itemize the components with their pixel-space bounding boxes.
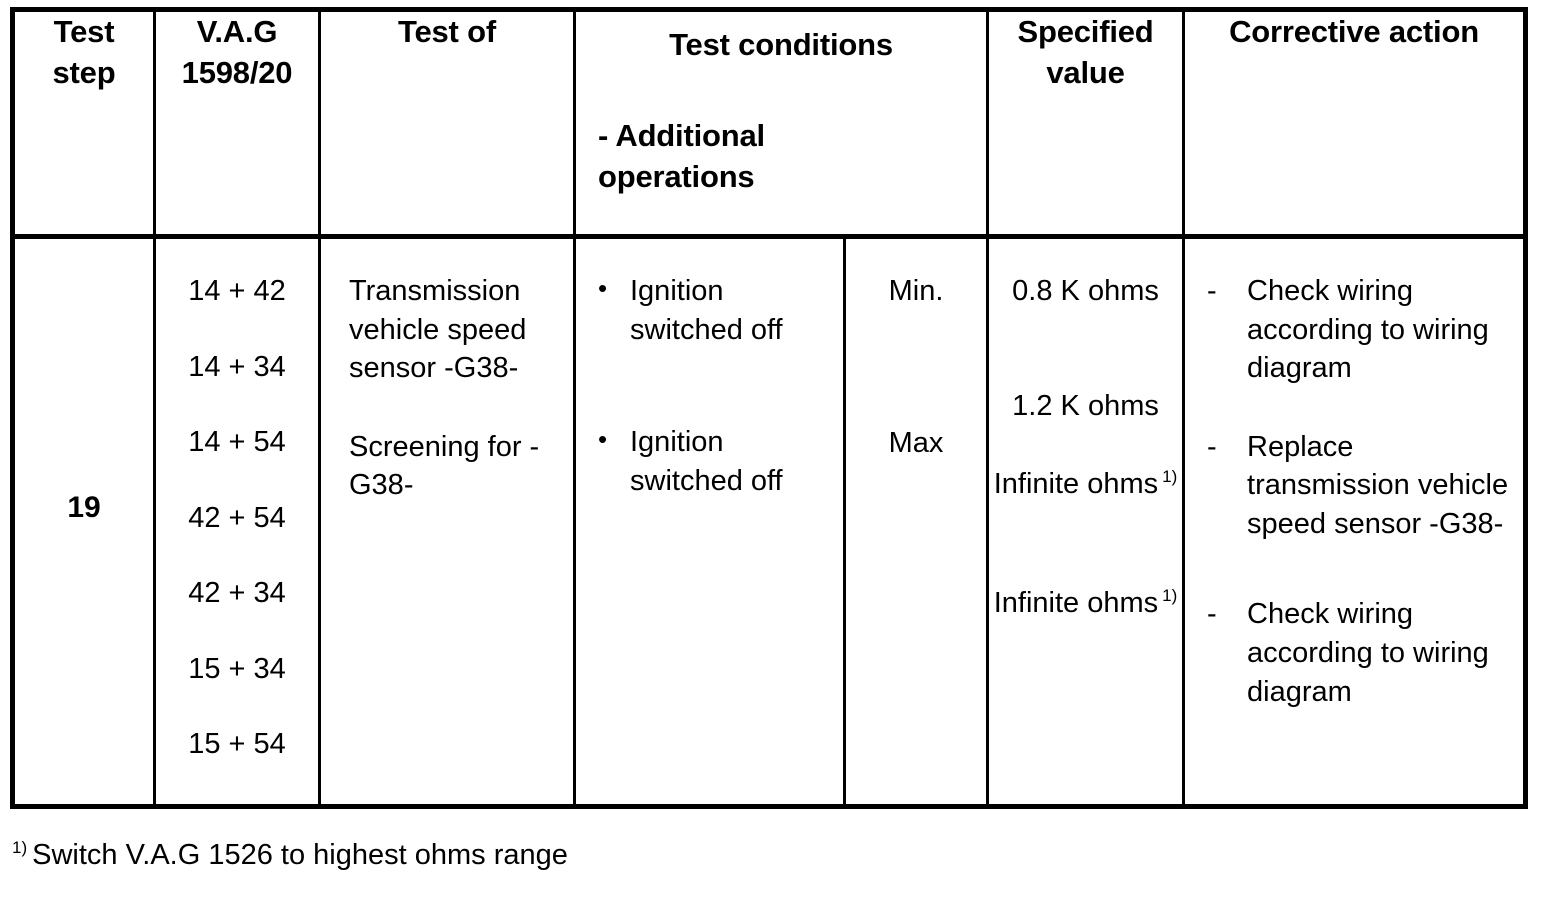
dash-icon: - [1207, 430, 1217, 463]
vag-pair-list: 14 + 42 14 + 34 14 + 54 42 + 54 42 + 34 … [156, 239, 318, 764]
specified-value-item: Infinite ohms 1) [989, 465, 1182, 504]
min-max-item: Min. [888, 275, 944, 307]
header-test-of: Test of [318, 8, 576, 239]
specified-value-text: 0.8 K ohms [1012, 275, 1159, 307]
corrective-action-item: - Replace transmission vehicle speed sen… [1207, 428, 1523, 544]
test-of-content: Transmission vehicle speed sensor -G38- … [321, 239, 573, 505]
corrective-action-text: Check wiring according to wiring diagram [1247, 598, 1489, 708]
test-of-item: Transmission vehicle speed sensor -G38- [349, 275, 527, 385]
min-max-content: Min. Max [846, 239, 986, 462]
test-condition-item: • Ignition switched off [598, 272, 843, 349]
corrective-action-text: Replace transmission vehicle speed senso… [1247, 430, 1509, 540]
test-of-item: Screening for -G38- [349, 430, 540, 502]
header-vag-line2: 1598/20 [181, 54, 293, 90]
header-additional-operations-line2: operations [598, 158, 755, 194]
vag-pair: 14 + 54 [188, 426, 286, 459]
bullet-icon: • [598, 273, 608, 303]
corrective-action-content: - Check wiring according to wiring diagr… [1185, 239, 1523, 711]
vag-pair: 42 + 34 [188, 577, 286, 610]
header-test-conditions: Test conditions - Additional operations [572, 8, 990, 239]
footnote-marker: 1) [1162, 586, 1178, 606]
specified-value-item: Infinite ohms 1) [989, 584, 1182, 623]
header-specified-value: Specified value [986, 8, 1186, 239]
test-conditions-content: • Ignition switched off • Ignition switc… [576, 239, 843, 500]
specified-value-text: Infinite ohms [993, 586, 1159, 619]
header-additional-operations: - Additional operations [576, 116, 986, 198]
header-test-step-line1: Test [53, 14, 115, 49]
specified-value-item: 1.2 K ohms [989, 387, 1182, 426]
test-condition-text: Ignition switched off [630, 275, 783, 346]
header-test-step-line2: step [52, 54, 116, 90]
test-step-number: 19 [67, 491, 101, 524]
footnote-marker: 1) [1162, 467, 1178, 487]
specified-value-content: 0.8 K ohms 1.2 K ohms Infinite ohms 1) In… [989, 239, 1182, 622]
header-corrective-action: Corrective action [1182, 8, 1528, 239]
cell-test-step: 19 [11, 235, 156, 808]
specified-value-text: 1.2 K ohms [1012, 389, 1159, 422]
dash-icon: - [1207, 275, 1217, 307]
header-additional-operations-line1: - Additional [598, 117, 765, 153]
test-condition-item: • Ignition switched off [598, 423, 843, 500]
header-vag-line1: V.A.G [196, 14, 278, 49]
header-vag: V.A.G 1598/20 [153, 8, 321, 239]
table-row: 19 14 + 42 14 + 34 14 + 54 42 + 54 42 + … [11, 235, 1528, 808]
vag-pair: 15 + 54 [188, 728, 286, 761]
vag-pair: 15 + 34 [188, 652, 286, 685]
header-test-conditions-label: Test conditions [669, 27, 893, 62]
vag-pair: 42 + 54 [188, 501, 286, 534]
footnote: 1) Switch V.A.G 1526 to highest ohms rang… [12, 838, 568, 873]
corrective-action-text: Check wiring according to wiring diagram [1247, 275, 1489, 385]
corrective-action-item: - Check wiring according to wiring diagr… [1207, 595, 1523, 711]
min-max-item: Max [888, 426, 944, 459]
cell-test-of: Transmission vehicle speed sensor -G38- … [318, 235, 576, 808]
footnote-text: Switch V.A.G 1526 to highest ohms range [32, 839, 568, 871]
test-step-table: Test step V.A.G 1598/20 Test of Test con… [10, 7, 1529, 809]
header-test-of-label: Test of [398, 14, 496, 49]
header-corrective-action-label: Corrective action [1229, 14, 1479, 49]
dash-icon: - [1207, 598, 1217, 631]
header-specified-value-line2: value [1046, 54, 1125, 90]
header-test-step: Test step [11, 8, 156, 239]
header-specified-value-line1: Specified [1017, 14, 1154, 49]
test-condition-text: Ignition switched off [630, 426, 783, 497]
cell-vag-pairs: 14 + 42 14 + 34 14 + 54 42 + 54 42 + 34 … [153, 235, 321, 808]
table-header-row: Test step V.A.G 1598/20 Test of Test con… [11, 8, 1528, 239]
vag-pair: 14 + 34 [188, 350, 286, 383]
vag-pair: 14 + 42 [188, 275, 286, 307]
cell-test-conditions: • Ignition switched off • Ignition switc… [573, 235, 846, 808]
cell-min-max: Min. Max [842, 235, 990, 808]
footnote-marker: 1) [12, 838, 28, 858]
cell-specified-value: 0.8 K ohms 1.2 K ohms Infinite ohms 1) In… [986, 235, 1186, 808]
specified-value-text: Infinite ohms [993, 468, 1159, 501]
cell-corrective-action: - Check wiring according to wiring diagr… [1182, 235, 1528, 808]
corrective-action-item: - Check wiring according to wiring diagr… [1207, 272, 1523, 388]
bullet-icon: • [598, 424, 608, 455]
specified-value-item: 0.8 K ohms [989, 272, 1182, 311]
